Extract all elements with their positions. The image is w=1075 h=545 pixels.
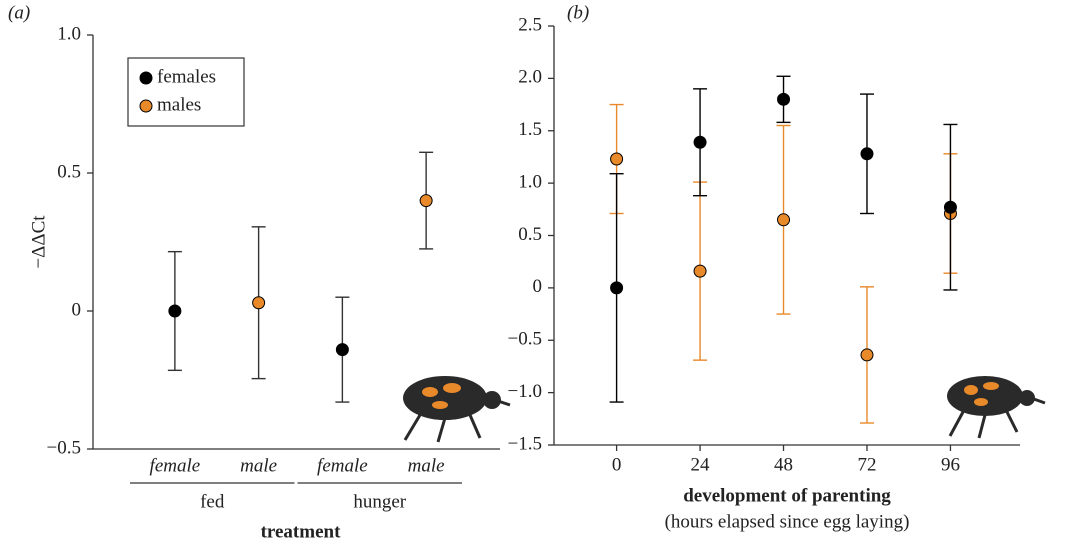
- y-tick-label: −1.0: [508, 381, 542, 402]
- y-tick-label: −1.5: [508, 433, 542, 454]
- y-tick-label: −0.5: [47, 437, 81, 458]
- point: [611, 153, 623, 165]
- y-tick-label: 0: [72, 299, 82, 320]
- x-axis-label: development of parenting: [683, 485, 891, 506]
- y-tick-label: 2.0: [518, 67, 542, 88]
- x-tick-label: 0: [612, 454, 622, 475]
- point: [861, 349, 873, 361]
- x-tick-label: 48: [774, 454, 793, 475]
- group-label: hunger: [353, 491, 406, 512]
- x-tick-label: female: [317, 455, 368, 476]
- point: [778, 214, 790, 226]
- panel-label: (a): [8, 2, 30, 23]
- x-tick-label: 24: [691, 454, 711, 475]
- y-tick-label: 1.0: [518, 171, 542, 192]
- x-tick-label: 72: [857, 454, 876, 475]
- y-tick-label: 1.0: [57, 23, 81, 44]
- y-tick-label: 0: [533, 276, 543, 297]
- legend-label: females: [157, 66, 216, 87]
- x-axis-label: treatment: [261, 521, 342, 542]
- point: [253, 297, 265, 309]
- x-axis-sublabel: (hours elapsed since egg laying): [665, 511, 910, 532]
- y-axis-label: −ΔΔCt: [28, 215, 49, 269]
- point: [694, 136, 706, 148]
- y-tick-label: 1.5: [518, 119, 542, 140]
- point: [336, 344, 348, 356]
- beetle-illustration: [947, 376, 1045, 438]
- point: [420, 195, 432, 207]
- y-tick-label: 0.5: [518, 224, 542, 245]
- x-tick-label: 96: [941, 454, 960, 475]
- point: [611, 282, 623, 294]
- x-tick-label: male: [240, 455, 277, 476]
- point: [694, 265, 706, 277]
- figure: (b) −1.5 −1.0 −0.5 0 0.5 1.0 1.5 2.0 2.5 0 24 48 72 96…: [0, 0, 1075, 545]
- group-label: fed: [200, 491, 225, 512]
- legend-marker: [140, 72, 152, 84]
- x-tick-label: female: [150, 455, 201, 476]
- point: [944, 201, 956, 213]
- x-tick-label: male: [408, 455, 445, 476]
- legend-label: males: [157, 94, 201, 115]
- panel-label: (b): [567, 2, 589, 23]
- y-tick-label: 0.5: [57, 161, 81, 182]
- y-tick-label: 2.5: [518, 14, 542, 35]
- point: [169, 305, 181, 317]
- point: [778, 93, 790, 105]
- y-tick-label: −0.5: [508, 329, 542, 350]
- point: [861, 148, 873, 160]
- legend-marker: [140, 100, 152, 112]
- beetle-illustration: [403, 376, 510, 442]
- chart-panel: (b) −1.5 −1.0 −0.5 0 0.5 1.0 1.5 2.0 2.5 0 24 48 72 96…: [508, 2, 1020, 532]
